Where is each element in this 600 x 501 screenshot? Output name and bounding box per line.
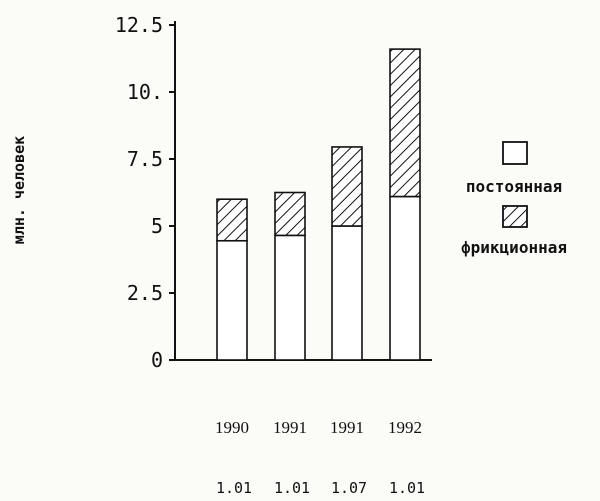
x-sub-label: 1.01 [274,479,310,497]
x-sub-label: 1.07 [331,479,367,497]
x-category-label: 1991 [330,418,364,437]
bar-segment-friktsionnaya [331,146,363,227]
x-category-label: 1990 [215,418,249,437]
y-tick-label: 12.5 [115,13,163,37]
x-category-label: 1992 [388,418,422,437]
y-tick-label: 0 [151,348,163,372]
bar-segment-friktsionnaya [389,48,421,198]
bar-segment-friktsionnaya [274,191,306,237]
legend-label-postoyannaya: постоянная [466,177,562,196]
bar-segment-postoyannaya [389,195,421,361]
legend-label-friktsionnaya: фрикционная [461,238,567,257]
bar-segment-friktsionnaya [216,198,248,242]
x-sub-label: 1.01 [389,479,425,497]
y-tick-label: 2.5 [127,281,163,305]
y-tick-label: 7.5 [127,147,163,171]
y-tick-label: 5 [151,214,163,238]
legend-swatch-friktsionnaya [502,205,528,228]
bar-segment-postoyannaya [331,225,363,361]
legend-swatch-postoyannaya [502,141,528,165]
y-axis-label: млн. человек [10,136,28,244]
y-tick-label: 10. [127,80,163,104]
bar-segment-postoyannaya [274,234,306,361]
bar-segment-postoyannaya [216,239,248,361]
x-sub-label: 1.01 [216,479,252,497]
x-category-label: 1991 [273,418,307,437]
